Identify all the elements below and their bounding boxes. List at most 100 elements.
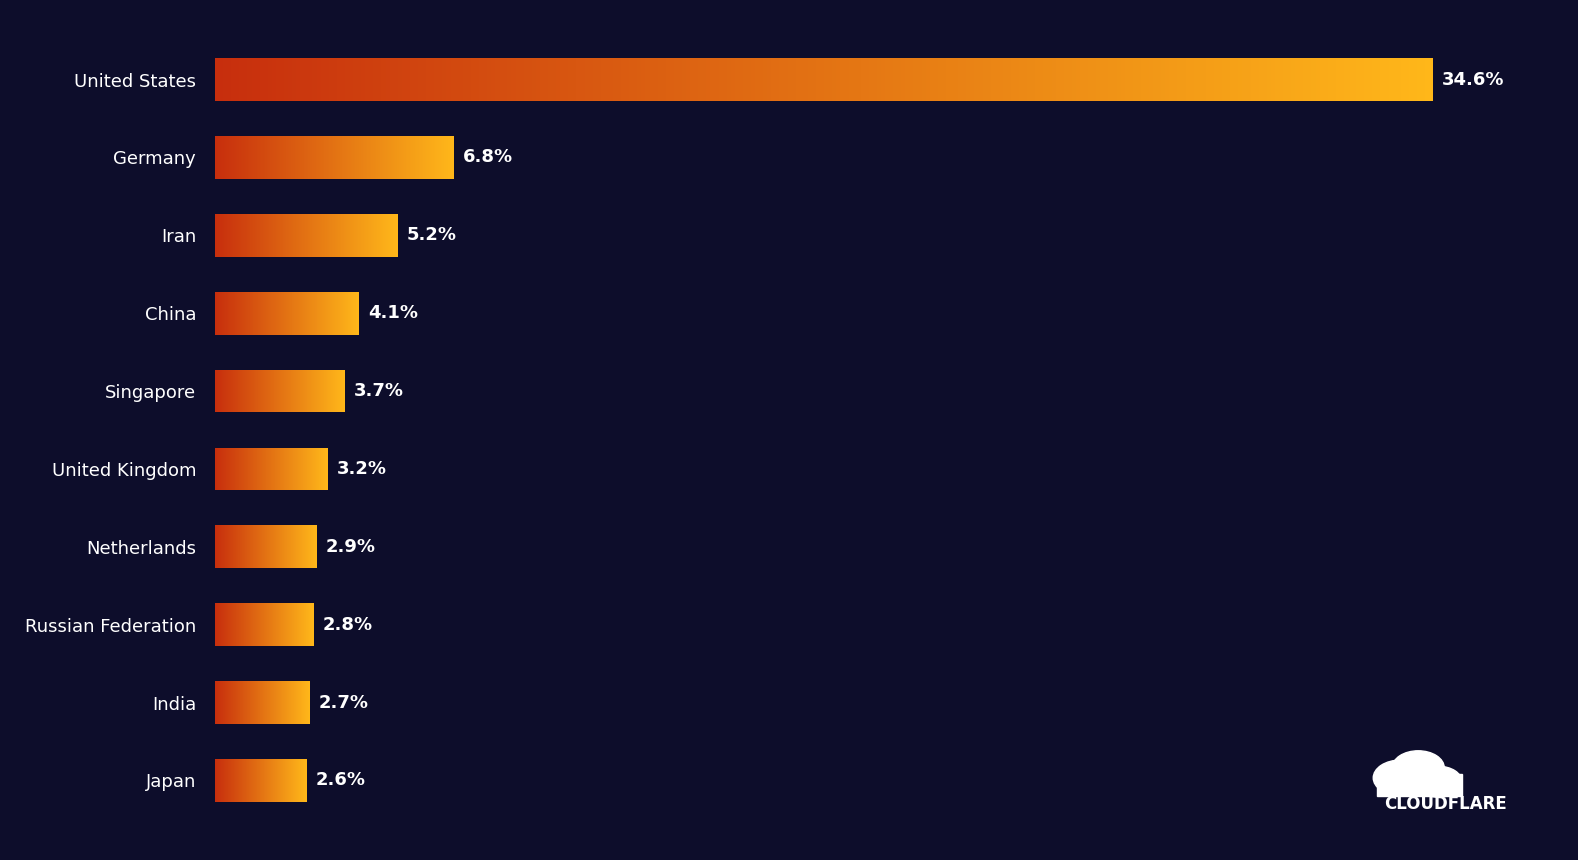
Bar xyxy=(710,58,715,101)
Bar xyxy=(341,58,346,101)
Bar xyxy=(739,58,743,101)
Bar xyxy=(630,58,633,101)
Bar xyxy=(576,58,581,101)
Bar xyxy=(828,58,832,101)
Bar xyxy=(584,58,589,101)
Bar xyxy=(1011,58,1015,101)
Bar xyxy=(1376,774,1461,796)
Bar xyxy=(1071,58,1076,101)
Bar xyxy=(1190,58,1193,101)
Bar xyxy=(1092,58,1097,101)
Bar xyxy=(385,58,390,101)
Bar xyxy=(361,58,365,101)
Bar xyxy=(1409,58,1412,101)
Bar xyxy=(1299,58,1303,101)
Bar xyxy=(1097,58,1100,101)
Bar xyxy=(679,58,682,101)
Bar xyxy=(767,58,772,101)
Bar xyxy=(1051,58,1056,101)
Bar xyxy=(1412,58,1417,101)
Bar xyxy=(1417,58,1422,101)
Bar xyxy=(268,58,271,101)
Bar xyxy=(1169,58,1174,101)
Bar xyxy=(746,58,751,101)
Bar xyxy=(751,58,756,101)
Bar xyxy=(1032,58,1035,101)
Bar xyxy=(1422,58,1425,101)
Bar xyxy=(1319,58,1324,101)
Bar xyxy=(756,58,759,101)
Bar xyxy=(865,58,869,101)
Bar xyxy=(1352,58,1356,101)
Bar xyxy=(215,58,219,101)
Bar xyxy=(690,58,694,101)
Bar xyxy=(560,58,565,101)
Bar xyxy=(532,58,537,101)
Bar xyxy=(715,58,718,101)
Bar xyxy=(1308,58,1311,101)
Bar xyxy=(1206,58,1210,101)
Bar xyxy=(451,58,454,101)
Bar xyxy=(604,58,609,101)
Bar xyxy=(317,58,320,101)
Bar xyxy=(641,58,645,101)
Bar xyxy=(292,58,297,101)
Bar xyxy=(945,58,950,101)
Bar xyxy=(434,58,439,101)
Bar xyxy=(881,58,885,101)
Bar xyxy=(922,58,926,101)
Bar xyxy=(1221,58,1226,101)
Bar xyxy=(824,58,828,101)
Bar xyxy=(1311,58,1316,101)
Bar xyxy=(893,58,898,101)
Bar xyxy=(1056,58,1060,101)
Bar xyxy=(625,58,630,101)
Bar xyxy=(377,58,382,101)
Bar xyxy=(1048,58,1051,101)
Bar xyxy=(1384,58,1389,101)
Bar xyxy=(552,58,555,101)
Bar xyxy=(942,58,945,101)
Bar xyxy=(260,58,264,101)
Bar xyxy=(852,58,857,101)
Bar xyxy=(926,58,929,101)
Circle shape xyxy=(1373,760,1428,796)
Bar xyxy=(540,58,544,101)
Bar xyxy=(467,58,470,101)
Bar xyxy=(1136,58,1141,101)
Bar xyxy=(1076,58,1079,101)
Bar xyxy=(240,58,243,101)
Bar xyxy=(638,58,641,101)
Bar xyxy=(707,58,710,101)
Bar xyxy=(243,58,248,101)
Bar xyxy=(1250,58,1255,101)
Text: 2.8%: 2.8% xyxy=(322,616,372,634)
Bar xyxy=(970,58,974,101)
Bar xyxy=(1149,58,1154,101)
Bar xyxy=(1174,58,1177,101)
Bar xyxy=(1401,58,1404,101)
Bar xyxy=(393,58,398,101)
Bar xyxy=(901,58,906,101)
Bar xyxy=(271,58,276,101)
Bar xyxy=(1198,58,1202,101)
Circle shape xyxy=(1392,751,1444,785)
Bar xyxy=(784,58,787,101)
Bar xyxy=(537,58,540,101)
Bar xyxy=(877,58,881,101)
Bar xyxy=(1356,58,1360,101)
Bar xyxy=(617,58,622,101)
Bar xyxy=(251,58,256,101)
Bar xyxy=(402,58,406,101)
Bar xyxy=(491,58,495,101)
Bar xyxy=(447,58,451,101)
Bar xyxy=(1023,58,1027,101)
Bar xyxy=(1125,58,1128,101)
Bar xyxy=(1185,58,1190,101)
Bar xyxy=(775,58,780,101)
Bar xyxy=(390,58,393,101)
Bar xyxy=(1100,58,1105,101)
Bar xyxy=(697,58,702,101)
Bar xyxy=(1218,58,1221,101)
Bar xyxy=(821,58,824,101)
